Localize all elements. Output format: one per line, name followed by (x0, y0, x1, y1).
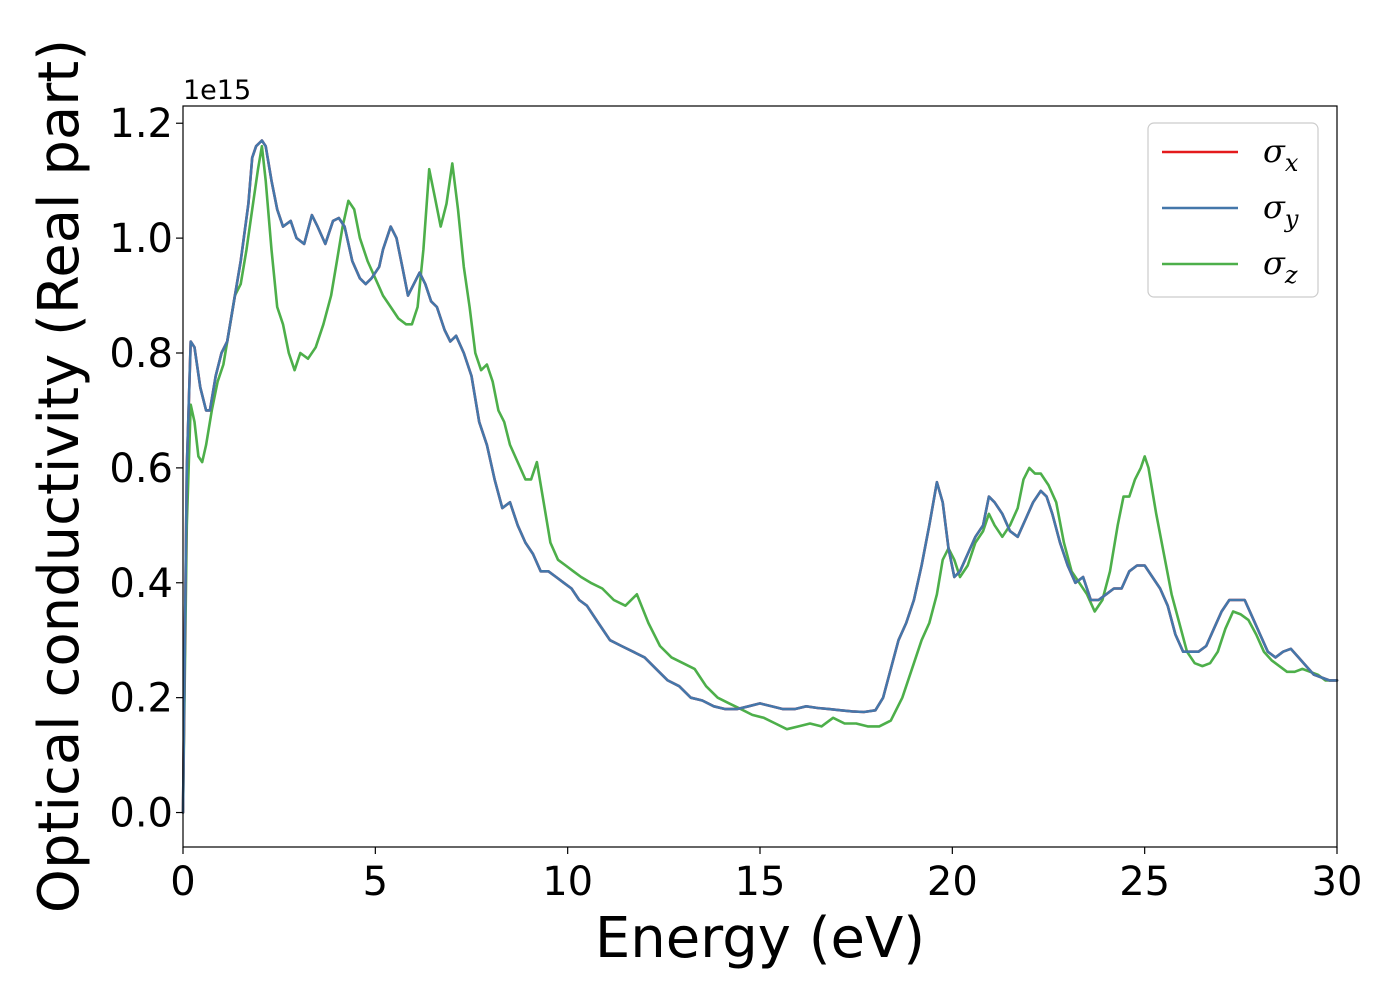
x-tick-label: 20 (927, 859, 978, 905)
x-axis-ticks: 0 5 10 15 20 25 30 (170, 847, 1362, 905)
plot-background (183, 106, 1337, 847)
series-layer (181, 139, 1339, 814)
y-tick-label: 0.0 (109, 791, 173, 837)
y-tick-label: 1.0 (109, 216, 173, 262)
x-tick-label: 0 (170, 859, 195, 905)
x-tick-label: 5 (363, 859, 388, 905)
y-tick-label: 0.6 (109, 446, 173, 492)
legend-label-y: σy (1263, 188, 1299, 233)
legend-box (1147, 122, 1319, 298)
y-axis-label: Optical conductivity (Real part) (27, 39, 92, 913)
x-tick-label: 10 (542, 859, 593, 905)
y-tick-label: 0.2 (109, 676, 173, 722)
x-tick-label: 15 (735, 859, 786, 905)
y-offset-label: 1e15 (183, 75, 251, 106)
series-line-z (181, 144, 1339, 814)
x-tick-label: 25 (1119, 859, 1170, 905)
series-line-y (181, 139, 1339, 814)
legend-label-x: σx (1263, 132, 1299, 177)
legend-label-z: σz (1263, 244, 1298, 289)
x-axis-label: Energy (eV) (595, 906, 925, 971)
y-axis-ticks: 0.0 0.2 0.4 0.6 0.8 1.0 1.2 (109, 101, 183, 837)
y-tick-label: 1.2 (109, 101, 173, 147)
x-tick-label: 30 (1312, 859, 1363, 905)
y-tick-label: 0.8 (109, 331, 173, 377)
legend: σx σy σz (1147, 122, 1319, 298)
legend-items: σx σy σz (1162, 132, 1299, 289)
y-tick-label: 0.4 (109, 561, 173, 607)
